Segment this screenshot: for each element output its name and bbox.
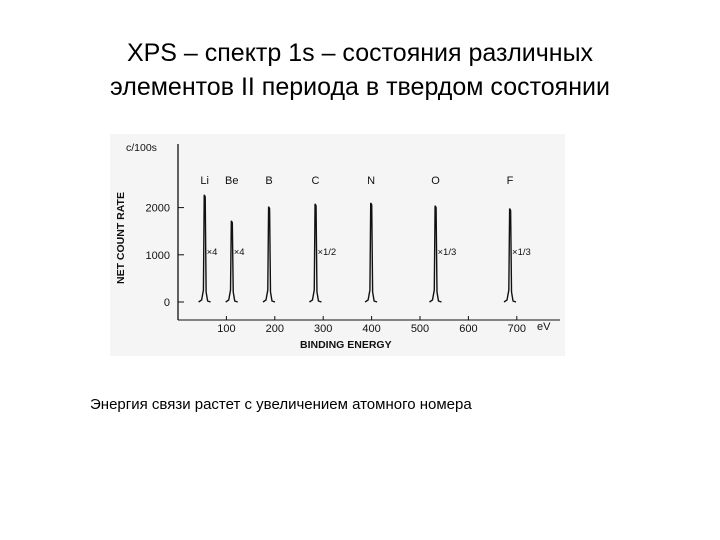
peak-line-N [364,202,378,303]
y-ticks: 0 1000 2000 [146,203,184,309]
peak-label-N: N [367,175,375,187]
x-tick-label: 500 [411,323,429,335]
x-tick-label: 700 [508,323,526,335]
peak-line-C [309,203,322,303]
y-tick-label: 1000 [146,250,170,262]
peak-scale-Be: ×4 [234,247,245,258]
xps-spectrum-figure: 0 1000 2000 100 200 300 400 500 600 700 Li ×4 Be ×4… [110,134,565,356]
peak-scale-C: ×1/2 [317,247,336,258]
y-tick-label: 2000 [146,203,170,215]
slide-title: XPS – спектр 1s – состояния различных эл… [0,36,720,104]
x-tick-label: 600 [459,323,477,335]
spectrum-peaks: Li ×4 Be ×4 B C ×1/2 N O ×1/3 F ×1/3 [198,175,531,303]
peak-label-Li: Li [200,175,209,187]
peak-label-B: B [265,175,272,187]
slide-caption: Энергия связи растет с увеличением атомн… [90,396,472,413]
chart-axes [177,144,560,321]
peak-label-C: C [311,175,319,187]
x-tick-label: 200 [266,323,284,335]
y-unit-label: c/100s [126,142,157,154]
title-line-2: элементов II периода в твердом состоянии [110,73,610,101]
peak-scale-Li: ×4 [207,247,218,258]
peak-label-Be: Be [225,175,238,187]
peak-label-O: O [431,175,440,187]
x-axis-label: BINDING ENERGY [300,339,392,351]
x-tick-label: 100 [217,323,235,335]
title-line-1: XPS – спектр 1s – состояния различных [126,39,594,67]
peak-scale-F: ×1/3 [512,247,531,258]
y-axis-label: NET COUNT RATE [115,192,127,284]
peak-line-B [262,206,276,303]
x-tick-label: 400 [362,323,380,335]
x-tick-label: 300 [314,323,332,335]
peak-line-Be [225,220,238,303]
peak-line-Li [198,194,211,303]
x-ticks: 100 200 300 400 500 600 700 [217,316,526,335]
y-tick-label: 0 [164,297,170,309]
xps-spectrum-chart: 0 1000 2000 100 200 300 400 500 600 700 Li ×4 Be ×4… [115,142,560,351]
peak-scale-O: ×1/3 [437,247,456,258]
x-unit-label: eV [537,321,551,333]
peak-line-O [429,205,442,303]
peak-line-F [503,208,517,303]
peak-label-F: F [507,175,514,187]
